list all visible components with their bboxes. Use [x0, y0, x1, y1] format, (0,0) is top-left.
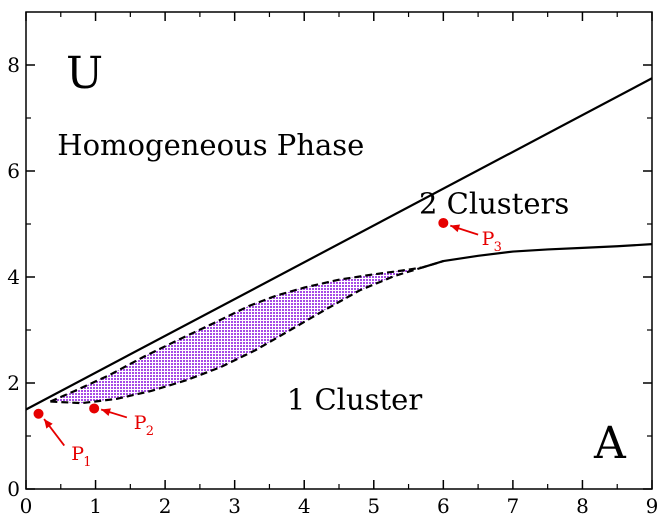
series-line-3 — [49, 260, 444, 403]
point-arrowhead-1 — [44, 419, 53, 429]
region-label: Homogeneous Phase — [57, 128, 364, 162]
point-label-2: P — [134, 412, 147, 434]
point-label-sub-3: 3 — [494, 240, 502, 255]
x-tick-label: 4 — [298, 494, 311, 518]
x-tick-label: 1 — [89, 494, 102, 518]
x-tick-label: 0 — [20, 494, 33, 518]
axis-letter-a: A — [593, 418, 627, 469]
point-label-sub-2: 2 — [146, 424, 154, 439]
region-label: 1 Cluster — [287, 383, 423, 417]
x-tick-label: 8 — [576, 494, 589, 518]
series-line-1 — [25, 77, 653, 411]
point-arrowhead-2 — [101, 408, 111, 416]
x-tick-label: 2 — [159, 494, 172, 518]
x-tick-label: 9 — [646, 494, 657, 518]
x-tick-label: 5 — [367, 494, 380, 518]
y-tick-label: 8 — [7, 53, 20, 77]
x-tick-label: 7 — [507, 494, 520, 518]
point-2 — [89, 403, 100, 414]
y-tick-label: 6 — [7, 159, 20, 183]
shaded-region — [50, 267, 423, 404]
plot-frame — [25, 11, 653, 490]
point-arrowhead-3 — [450, 224, 461, 233]
point-label-1: P — [71, 443, 84, 465]
x-tick-label: 3 — [228, 494, 241, 518]
axis-letter-u: U — [66, 48, 103, 99]
region-label: 2 Clusters — [419, 186, 569, 220]
series-line-2 — [422, 243, 653, 269]
series-line-4 — [50, 266, 423, 405]
point-1 — [33, 408, 44, 419]
x-tick-label: 6 — [437, 494, 450, 518]
point-3 — [438, 217, 449, 228]
point-label-3: P — [482, 228, 495, 250]
y-tick-label: 4 — [7, 265, 20, 289]
y-tick-label: 0 — [7, 477, 20, 501]
point-label-sub-1: 1 — [83, 455, 91, 470]
y-tick-label: 2 — [7, 371, 20, 395]
